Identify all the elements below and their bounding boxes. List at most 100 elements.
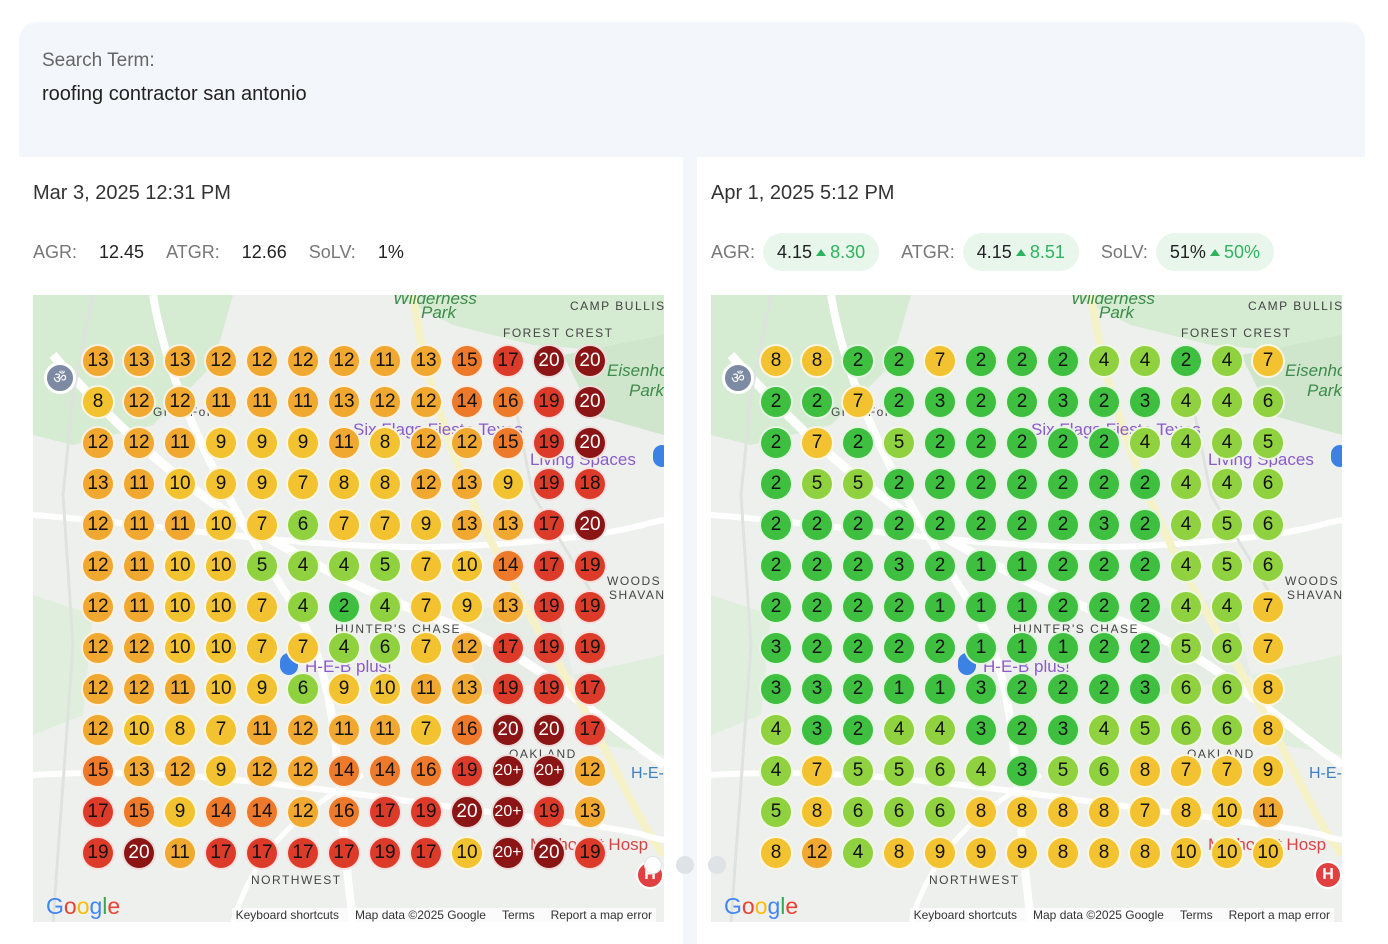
rank-pin[interactable]: 12 <box>81 672 115 706</box>
rank-pin[interactable]: 9 <box>327 672 361 706</box>
hospital-icon[interactable]: H <box>1314 861 1342 889</box>
rank-pin[interactable]: 14 <box>450 385 484 419</box>
rank-pin[interactable]: 9 <box>286 426 320 460</box>
rank-pin[interactable]: 3 <box>882 549 916 583</box>
rank-pin[interactable]: 2 <box>882 467 916 501</box>
rank-pin[interactable]: 2 <box>923 508 957 542</box>
rank-pin[interactable]: 11 <box>245 385 279 419</box>
rank-pin[interactable]: 10 <box>204 631 238 665</box>
rank-pin[interactable]: 20 <box>573 508 607 542</box>
rank-pin[interactable]: 17 <box>204 836 238 870</box>
rank-pin[interactable]: 13 <box>450 508 484 542</box>
rank-pin[interactable]: 8 <box>759 836 793 870</box>
rank-pin[interactable]: 20 <box>491 713 525 747</box>
rank-pin[interactable]: 4 <box>1087 713 1121 747</box>
rank-pin[interactable]: 9 <box>1251 754 1285 788</box>
rank-pin[interactable]: 10 <box>450 836 484 870</box>
rank-pin[interactable]: 9 <box>245 426 279 460</box>
rank-pin[interactable]: 2 <box>1005 467 1039 501</box>
rank-pin[interactable]: 2 <box>882 508 916 542</box>
rank-pin[interactable]: 2 <box>800 549 834 583</box>
rank-pin[interactable]: 2 <box>923 467 957 501</box>
rank-pin[interactable]: 8 <box>1251 713 1285 747</box>
rank-pin[interactable]: 7 <box>1251 631 1285 665</box>
rank-pin[interactable]: 12 <box>450 426 484 460</box>
rank-pin[interactable]: 19 <box>491 672 525 706</box>
rank-pin[interactable]: 2 <box>1087 385 1121 419</box>
rank-pin[interactable]: 4 <box>1210 590 1244 624</box>
carousel-dot[interactable] <box>676 856 694 874</box>
rank-pin[interactable]: 5 <box>882 754 916 788</box>
rank-pin[interactable]: 11 <box>327 713 361 747</box>
rank-pin[interactable]: 2 <box>1087 549 1121 583</box>
rank-pin[interactable]: 7 <box>245 590 279 624</box>
rank-pin[interactable]: 8 <box>1005 795 1039 829</box>
rank-pin[interactable]: 11 <box>327 426 361 460</box>
rank-pin[interactable]: 8 <box>1169 795 1203 829</box>
rank-pin[interactable]: 2 <box>841 631 875 665</box>
rank-pin[interactable]: 12 <box>163 385 197 419</box>
rank-pin[interactable]: 4 <box>1128 426 1162 460</box>
rank-pin[interactable]: 15 <box>450 344 484 378</box>
rank-pin[interactable]: 5 <box>882 426 916 460</box>
rank-pin[interactable]: 2 <box>1087 467 1121 501</box>
rank-pin[interactable]: 4 <box>882 713 916 747</box>
rank-pin[interactable]: 3 <box>1128 385 1162 419</box>
rank-pin[interactable]: 11 <box>286 385 320 419</box>
rank-pin[interactable]: 7 <box>327 508 361 542</box>
rank-pin[interactable]: 13 <box>81 467 115 501</box>
rank-pin[interactable]: 7 <box>1128 795 1162 829</box>
rank-pin[interactable]: 13 <box>573 795 607 829</box>
rank-pin[interactable]: 17 <box>409 836 443 870</box>
rank-pin[interactable]: 4 <box>1128 344 1162 378</box>
rank-pin[interactable]: 20 <box>532 836 566 870</box>
rank-pin[interactable]: 4 <box>368 590 402 624</box>
rank-pin[interactable]: 2 <box>841 590 875 624</box>
rank-pin[interactable]: 11 <box>163 426 197 460</box>
rank-pin[interactable]: 9 <box>491 467 525 501</box>
rank-pin[interactable]: 3 <box>759 631 793 665</box>
rank-pin[interactable]: 6 <box>882 795 916 829</box>
rank-pin[interactable]: 15 <box>122 795 156 829</box>
rank-pin[interactable]: 12 <box>800 836 834 870</box>
rank-pin[interactable]: 17 <box>491 344 525 378</box>
rank-pin[interactable]: 13 <box>327 385 361 419</box>
rank-pin[interactable]: 2 <box>964 426 998 460</box>
rank-pin[interactable]: 7 <box>409 713 443 747</box>
rank-pin[interactable]: 19 <box>532 631 566 665</box>
rank-pin[interactable]: 20 <box>122 836 156 870</box>
rank-pin[interactable]: 1 <box>964 549 998 583</box>
terms-link[interactable]: Terms <box>1179 908 1213 922</box>
rank-pin[interactable]: 6 <box>841 795 875 829</box>
rank-pin[interactable]: 5 <box>800 467 834 501</box>
rank-pin[interactable]: 2 <box>1128 590 1162 624</box>
rank-pin[interactable]: 2 <box>841 344 875 378</box>
rank-pin[interactable]: 20 <box>532 713 566 747</box>
rank-pin[interactable]: 7 <box>368 508 402 542</box>
rank-pin[interactable]: 4 <box>327 549 361 583</box>
rank-pin[interactable]: 6 <box>1210 713 1244 747</box>
rank-pin[interactable]: 11 <box>122 549 156 583</box>
rank-pin[interactable]: 12 <box>573 754 607 788</box>
rank-pin[interactable]: 12 <box>450 631 484 665</box>
rank-pin[interactable]: 15 <box>81 754 115 788</box>
rank-pin[interactable]: 13 <box>163 344 197 378</box>
rank-pin[interactable]: 6 <box>286 672 320 706</box>
rank-pin[interactable]: 1 <box>1046 631 1080 665</box>
rank-pin[interactable]: 4 <box>964 754 998 788</box>
rank-pin[interactable]: 6 <box>1210 631 1244 665</box>
rank-pin[interactable]: 11 <box>122 508 156 542</box>
rank-pin[interactable]: 2 <box>841 672 875 706</box>
rank-pin[interactable]: 12 <box>327 344 361 378</box>
rank-pin[interactable]: 17 <box>491 631 525 665</box>
rank-pin[interactable]: 6 <box>923 754 957 788</box>
rank-pin[interactable]: 12 <box>286 795 320 829</box>
carousel-dot[interactable] <box>644 856 662 874</box>
rank-pin[interactable]: 12 <box>409 426 443 460</box>
rank-pin[interactable]: 5 <box>841 467 875 501</box>
rank-pin[interactable]: 5 <box>1210 549 1244 583</box>
rank-pin[interactable]: 12 <box>122 426 156 460</box>
rank-pin[interactable]: 1 <box>964 590 998 624</box>
rank-pin[interactable]: 4 <box>1087 344 1121 378</box>
rank-pin[interactable]: 1 <box>1005 631 1039 665</box>
